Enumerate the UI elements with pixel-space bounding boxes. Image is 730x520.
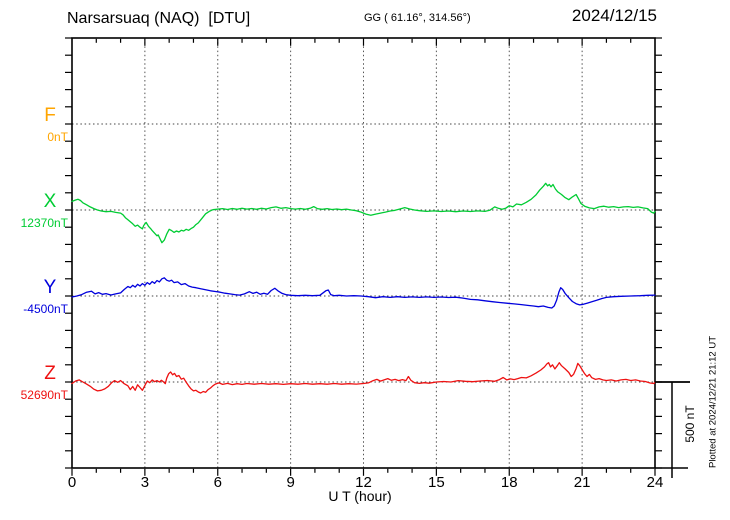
x-tick-label-15: 15 bbox=[428, 474, 445, 491]
x-tick-label-24: 24 bbox=[647, 474, 664, 491]
x-tick-label-3: 3 bbox=[141, 474, 149, 491]
plotted-at-note: Plotted at 2024/12/21 21:12 UT bbox=[707, 335, 719, 469]
component-baseline-f: 0nT bbox=[47, 130, 68, 144]
component-letter-x: X bbox=[44, 191, 57, 212]
x-tick-label-9: 9 bbox=[286, 474, 294, 491]
scale-bar bbox=[655, 381, 690, 478]
x-tick-label-18: 18 bbox=[501, 474, 518, 491]
trace-x bbox=[71, 182, 656, 244]
baseline-gridlines bbox=[72, 123, 655, 383]
x-tick-label-12: 12 bbox=[355, 474, 372, 491]
component-letter-z: Z bbox=[44, 363, 56, 384]
plot-frame bbox=[71, 37, 656, 469]
trace-y bbox=[71, 277, 656, 309]
vertical-gridlines bbox=[144, 38, 583, 468]
component-letter-y: Y bbox=[44, 277, 57, 298]
x-tick-label-21: 21 bbox=[574, 474, 591, 491]
component-baseline-y: -4500nT bbox=[23, 302, 68, 316]
component-baseline-x: 12370nT bbox=[21, 216, 69, 230]
component-baseline-z: 52690nT bbox=[21, 388, 69, 402]
component-letter-f: F bbox=[44, 105, 56, 126]
trace-z bbox=[71, 362, 656, 394]
x-axis-label: U T (hour) bbox=[328, 488, 392, 504]
plot-date: 2024/12/15 bbox=[571, 6, 657, 25]
component-labels: F 0nT X 12370nT Y -4500nT Z 52690nT bbox=[21, 105, 69, 402]
gg-coordinates: GG ( 61.16°, 314.56°) bbox=[364, 12, 471, 24]
hour-ticks bbox=[71, 38, 656, 476]
x-tick-label-6: 6 bbox=[214, 474, 222, 491]
x-axis-tick-labels: 0 3 6 9 12 15 18 21 24 bbox=[68, 474, 664, 491]
nt-ticks bbox=[65, 37, 662, 469]
x-tick-label-0: 0 bbox=[68, 474, 76, 491]
station-title: Narsarsuaq (NAQ) [DTU] bbox=[67, 10, 251, 27]
scale-bar-label: 500 nT bbox=[683, 405, 697, 443]
